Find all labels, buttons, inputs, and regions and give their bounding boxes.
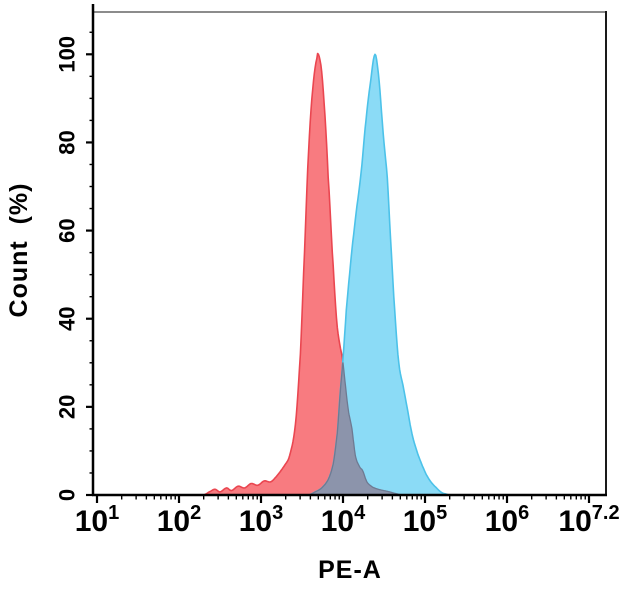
x-tick-exponent: 4 xyxy=(354,502,366,524)
series-overlap-area xyxy=(307,362,403,496)
x-major-ticks xyxy=(95,495,591,503)
x-tick-label-10e1: 101 xyxy=(75,502,120,538)
y-axis-title: Count (%) xyxy=(5,183,33,318)
x-tick-label-10e4: 104 xyxy=(321,502,366,538)
y-major-ticks xyxy=(86,53,93,497)
y-tick-label-60: 60 xyxy=(55,218,80,242)
x-tick-exponent: 3 xyxy=(272,502,283,524)
y-tick-label-0: 0 xyxy=(55,489,80,501)
x-tick-exponent: 2 xyxy=(190,502,201,524)
x-tick-exponent: 7.2 xyxy=(592,502,620,524)
x-minor-ticks xyxy=(120,495,586,500)
x-axis-title: PE-A xyxy=(318,556,382,584)
x-tick-label-10e5: 105 xyxy=(403,502,448,538)
y-minor-ticks xyxy=(89,31,93,474)
y-tick-label-20: 20 xyxy=(55,395,80,419)
y-tick-label-40: 40 xyxy=(55,306,80,330)
y-tick-label-100: 100 xyxy=(55,36,80,73)
x-tick-exponent: 1 xyxy=(108,502,119,524)
x-tick-exponent: 6 xyxy=(518,502,529,524)
x-tick-exponent: 5 xyxy=(436,502,447,524)
y-tick-labels: 0 20 40 60 80 100 xyxy=(55,36,80,501)
series-group xyxy=(202,52,451,496)
x-tick-label-10e7.2: 107.2 xyxy=(558,502,619,538)
x-tick-label-10e6: 106 xyxy=(485,502,530,538)
x-tick-labels: 101 102 103 104 105 106 107.2 xyxy=(75,502,620,538)
y-tick-label-80: 80 xyxy=(55,130,80,154)
x-tick-label-10e3: 103 xyxy=(239,502,284,538)
x-tick-label-10e2: 102 xyxy=(157,502,202,538)
